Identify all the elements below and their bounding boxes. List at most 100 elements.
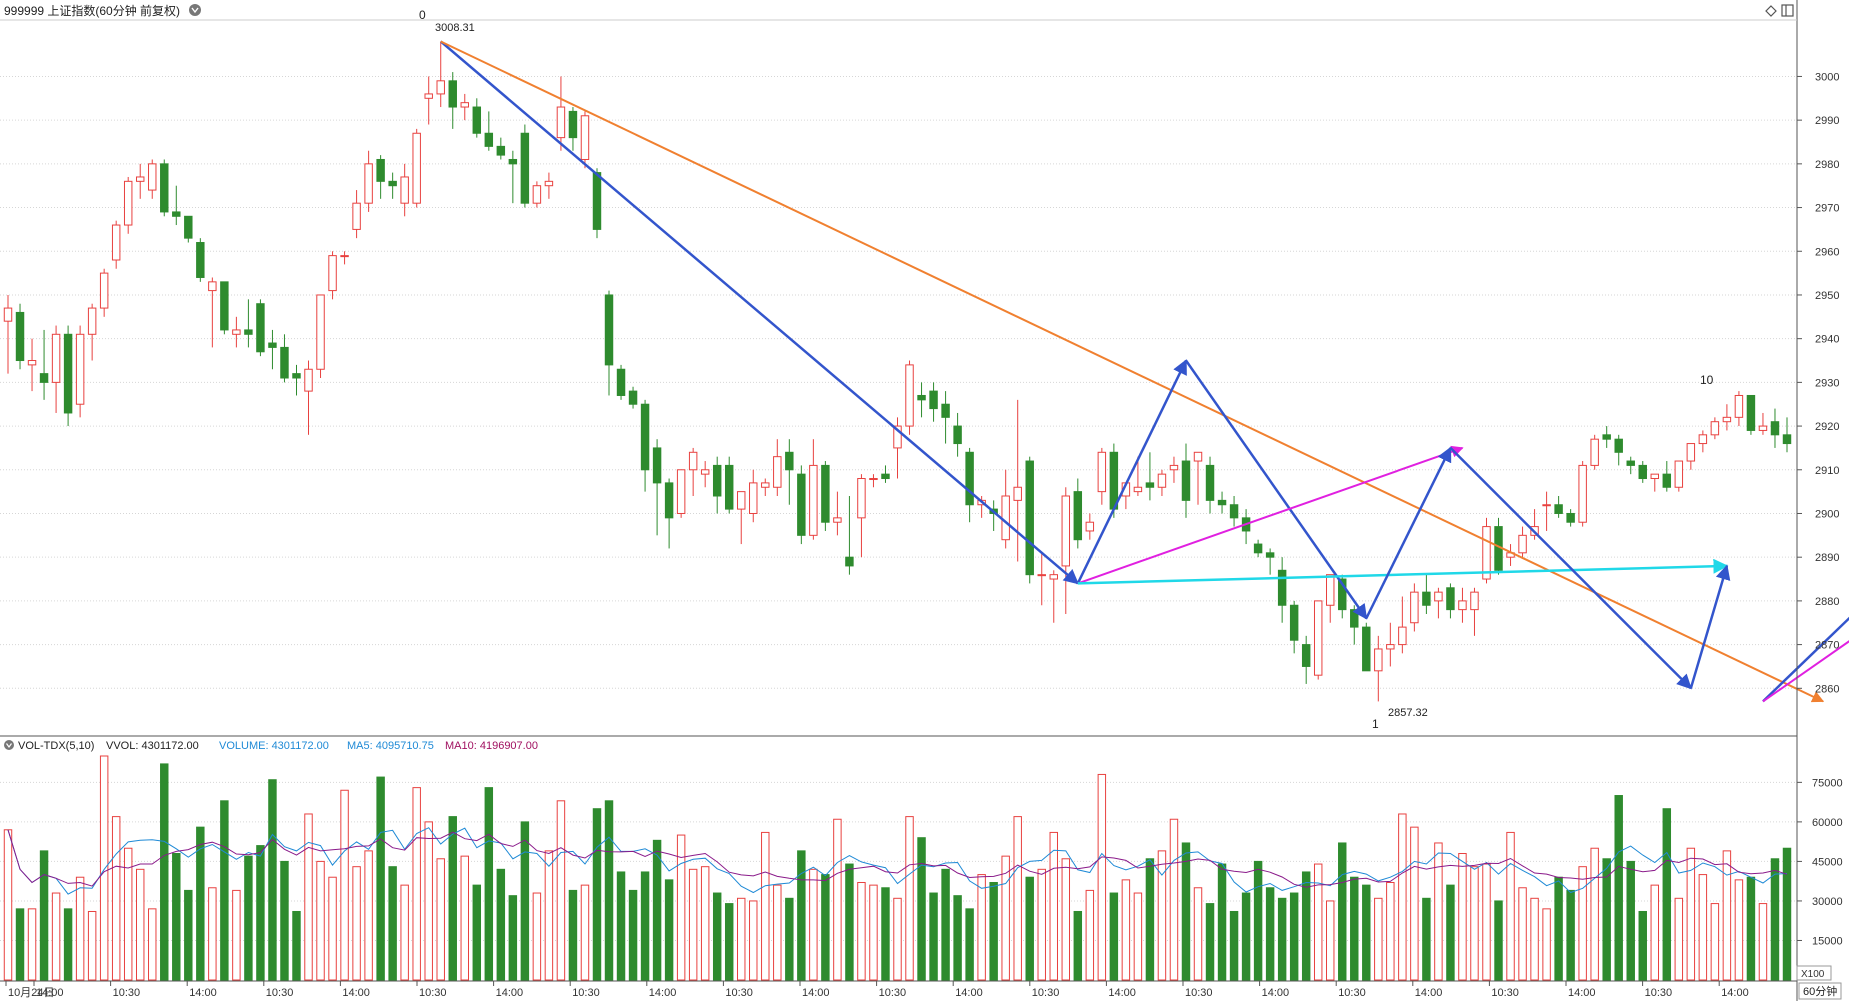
candle: [292, 364, 301, 396]
candle: [1145, 452, 1155, 501]
volume-bar: [773, 884, 782, 981]
trend-line-blue[interactable]: [1365, 446, 1452, 619]
candle: [208, 277, 217, 348]
candle: [1626, 456, 1635, 475]
volume-bar: [1350, 876, 1359, 981]
candle: [797, 465, 806, 545]
candle: [1049, 570, 1058, 623]
candle-body-up: [1001, 495, 1010, 541]
volume-bar: [1530, 897, 1539, 981]
volume-bars: [3, 755, 1792, 981]
candle-body-down: [1770, 421, 1780, 436]
candle-body-up: [75, 333, 85, 405]
time-tick-label: 14:00: [649, 987, 677, 999]
candle-body-up: [87, 307, 97, 335]
volume-bar: [1073, 910, 1083, 981]
candle-body-up: [1133, 486, 1143, 493]
volume-bar: [1398, 813, 1407, 981]
candle: [51, 325, 61, 413]
candle: [1277, 557, 1287, 623]
volume-bar: [1422, 897, 1431, 981]
volume-bar: [304, 813, 313, 981]
trend-line-blue[interactable]: [1449, 447, 1692, 690]
volume-panel-icon[interactable]: [4, 740, 14, 750]
candle-body-down: [1301, 644, 1311, 667]
volume-bar: [184, 889, 193, 981]
trend-line-cyan[interactable]: [1077, 558, 1729, 585]
candle: [1085, 513, 1095, 540]
trend-line-blue[interactable]: [1762, 435, 1849, 703]
volume-bar: [328, 876, 337, 981]
candle-body-down: [520, 132, 530, 204]
candle: [1638, 461, 1647, 483]
candle: [63, 325, 73, 427]
candle: [244, 299, 253, 348]
time-tick-label: 10:30: [1338, 987, 1366, 999]
volume-bar: [1662, 808, 1672, 981]
time-tick-label: 10:30: [725, 987, 753, 999]
candle: [604, 290, 614, 396]
volume-bar: [280, 860, 289, 981]
candle: [917, 382, 926, 418]
candle: [749, 469, 758, 523]
chevron-down-icon[interactable]: [189, 4, 201, 16]
volume-bar: [724, 903, 734, 981]
candle-body-up: [688, 451, 698, 471]
candle-body-down: [1566, 512, 1575, 523]
volume-bar: [123, 847, 133, 981]
candle-body-down: [965, 451, 974, 506]
volume-bar: [244, 855, 253, 981]
candle: [953, 412, 962, 457]
volume-bar: [1410, 826, 1419, 981]
candle: [448, 72, 457, 129]
volume-tick-label: 45000: [1812, 856, 1843, 868]
trend-line-blue[interactable]: [1076, 359, 1188, 584]
candle-body-down: [640, 403, 650, 471]
volume-bar: [508, 895, 518, 981]
trend-line-blue[interactable]: [439, 40, 1079, 585]
overlay-lines: [439, 40, 1849, 703]
volume-bar: [1121, 879, 1131, 981]
diamond-icon[interactable]: [1765, 5, 1777, 17]
candle: [1566, 509, 1575, 527]
trend-line-magenta[interactable]: [1762, 391, 1849, 703]
volume-bar: [893, 897, 902, 981]
candle-body-up: [148, 163, 157, 191]
candle: [664, 478, 674, 549]
time-tick-label: 14:00: [1568, 987, 1596, 999]
candle: [544, 172, 554, 199]
volume-bar: [496, 868, 506, 981]
candle-body-up: [544, 180, 554, 187]
candle: [1710, 417, 1720, 440]
trend-line-magenta[interactable]: [1077, 445, 1464, 585]
volume-bar: [1289, 892, 1299, 981]
candle-body-up: [51, 333, 61, 383]
candle-body-down: [1662, 473, 1672, 488]
candle-body-up: [1085, 521, 1095, 532]
candle-body-down: [1446, 587, 1455, 611]
panel-toggle-icon[interactable]: [1781, 4, 1794, 17]
volume-bar: [1109, 892, 1119, 981]
candle: [1362, 622, 1371, 672]
candle-body-down: [1638, 464, 1647, 480]
volume-bar: [676, 834, 686, 981]
candle: [1193, 451, 1203, 505]
trend-line-blue[interactable]: [1689, 564, 1731, 689]
candle-body-up: [1650, 473, 1660, 480]
point-0-label: 0: [419, 8, 426, 22]
volume-bar: [1686, 847, 1696, 981]
ma10-label: MA10: 4196907.00: [445, 740, 538, 752]
volume-bar: [448, 816, 457, 981]
period-box[interactable]: [1798, 982, 1842, 1000]
volume-bar: [1157, 850, 1167, 981]
candle-body-up: [460, 102, 469, 108]
time-tick-label: 14:00: [1721, 987, 1749, 999]
volume-bar: [1181, 842, 1191, 981]
candle-body-down: [196, 242, 205, 278]
ma5-label: MA5: 4095710.75: [347, 740, 434, 752]
candle: [1386, 622, 1395, 667]
candle: [1313, 600, 1323, 680]
candle-body-up: [773, 456, 782, 488]
price-tick-label: 2970: [1815, 203, 1839, 215]
